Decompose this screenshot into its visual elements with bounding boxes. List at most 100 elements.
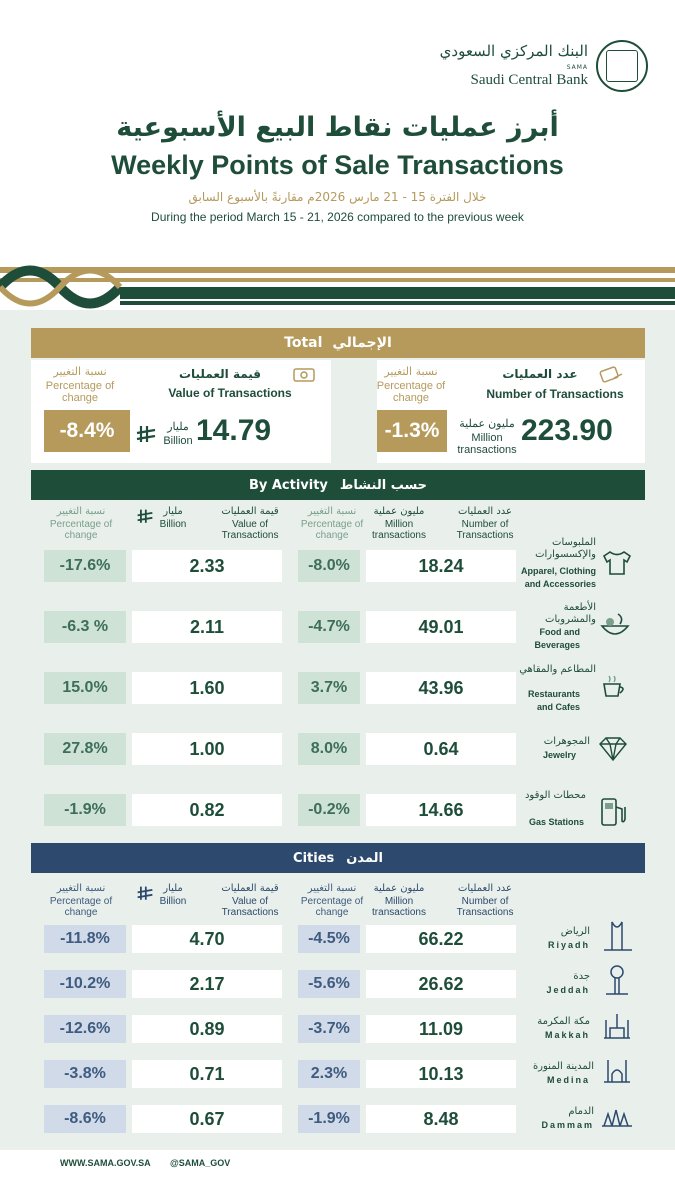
- activity-row-label-en: Food and Beverages: [534, 627, 580, 650]
- cities-col-billion-ar: مليار: [163, 883, 183, 894]
- activity-row-value: 1.60: [132, 672, 282, 704]
- footer-handle[interactable]: @SAMA_GOV: [170, 1158, 231, 1168]
- activity-col-pct2-en: Percentage of change: [300, 519, 364, 541]
- city-row-count: 11.09: [366, 1015, 516, 1043]
- dammam-icon: [602, 1109, 632, 1127]
- cities-col-value-ar: قيمة العمليات: [221, 883, 279, 894]
- activity-row-label-ar: المطاعم والمقاهي: [519, 664, 596, 675]
- card-swipe-icon: [599, 366, 623, 383]
- total-value-pct-label-en: Percentage of change: [45, 380, 115, 404]
- city-row-label-en: Makkah: [544, 1030, 590, 1040]
- city-row-label-ar: الدمام: [568, 1106, 594, 1117]
- city-row-count-pct: -4.5%: [298, 925, 360, 953]
- city-row-count: 66.22: [366, 925, 516, 953]
- logo-english-text: Saudi Central Bank: [470, 72, 588, 88]
- activity-col-value-ar: قيمة العمليات: [221, 506, 279, 517]
- activity-col-billion-en: Billion: [159, 519, 187, 530]
- activity-row-label-en: Restaurants and Cafes: [527, 689, 580, 712]
- cafe-icon: [603, 675, 624, 697]
- city-row-label-ar: الرياض: [560, 926, 590, 937]
- sama-seal-icon: [596, 40, 648, 92]
- cities-col-million-ar: مليون عملية: [373, 883, 425, 894]
- activity-row-count-pct: -4.7%: [298, 611, 360, 643]
- city-row-label-en: Medina: [546, 1075, 590, 1085]
- city-row-value-pct: -3.8%: [44, 1060, 126, 1088]
- total-count-amount: 223.90: [521, 414, 613, 447]
- city-row-value-pct: -10.2%: [44, 970, 126, 998]
- city-row-count-pct: -3.7%: [298, 1015, 360, 1043]
- city-row-value: 0.71: [132, 1060, 282, 1088]
- total-value-unit-ar: مليار: [167, 421, 189, 433]
- cities-heading-en: Cities: [293, 850, 335, 866]
- makkah-icon: [604, 1014, 630, 1039]
- activity-row-label-en: Jewelry: [542, 750, 576, 760]
- cities-col-pct-en: Percentage of change: [49, 896, 113, 918]
- total-value-label-en: Value of Transactions: [168, 386, 292, 400]
- city-row-count-pct: -1.9%: [298, 1105, 360, 1133]
- city-row-value: 2.17: [132, 970, 282, 998]
- cities-heading: Cities المدن: [31, 843, 645, 873]
- total-count-pct: -1.3%: [377, 410, 447, 452]
- city-row-label-ar: جدة: [573, 971, 590, 982]
- city-row-value: 0.67: [132, 1105, 282, 1133]
- city-row-label-ar: مكة المكرمة: [537, 1016, 590, 1027]
- city-row-value-pct: -12.6%: [44, 1015, 126, 1043]
- activity-col-pct2-ar: نسبة التغيير: [307, 506, 357, 517]
- riyal-icon: [137, 886, 153, 900]
- activity-col-count-ar: عدد العمليات: [457, 506, 513, 517]
- activity-row-label-ar: الملبوسات والإكسسوارات: [535, 537, 596, 560]
- activity-row-count: 14.66: [366, 794, 516, 826]
- activity-heading-ar: حسب النشاط: [339, 477, 428, 493]
- activity-row-value: 1.00: [132, 733, 282, 765]
- medina-icon: [604, 1060, 630, 1083]
- total-value-pct-label-ar: نسبة التغيير: [53, 365, 107, 378]
- activity-row-count-pct: -8.0%: [298, 550, 360, 582]
- activity-row-label-ar: محطات الوقود: [524, 790, 586, 801]
- activity-row-label-en: Gas Stations: [528, 817, 584, 827]
- activity-row-count: 0.64: [366, 733, 516, 765]
- cities-col-million-en: Million transactions: [372, 896, 426, 918]
- total-count-unit-ar: مليون عملية: [459, 418, 515, 430]
- city-row-count-pct: 2.3%: [298, 1060, 360, 1088]
- total-heading-en: Total: [284, 335, 323, 351]
- decorative-wave-icon: [0, 265, 675, 309]
- cities-col-pct2-en: Percentage of change: [300, 896, 364, 918]
- riyal-icon: [136, 426, 156, 442]
- period-english: During the period March 15 - 21, 2026 co…: [151, 210, 524, 224]
- activity-row-value-pct: 15.0%: [44, 672, 126, 704]
- riyal-icon: [137, 509, 153, 523]
- fuel-icon: [601, 798, 626, 826]
- activity-heading-en: By Activity: [248, 477, 328, 493]
- cities-heading-ar: المدن: [346, 850, 383, 866]
- activity-col-million-ar: مليون عملية: [373, 506, 425, 517]
- logo-arabic-text: البنك المركزي السعودي: [439, 42, 588, 60]
- diamond-icon: [599, 737, 627, 762]
- activity-row-value: 0.82: [132, 794, 282, 826]
- city-row-label-en: Jeddah: [546, 985, 590, 995]
- city-row-count-pct: -5.6%: [298, 970, 360, 998]
- total-count-pct-label-en: Percentage of change: [376, 380, 446, 404]
- food-icon: [600, 613, 630, 635]
- activity-col-value-en: Value of Transactions: [221, 519, 279, 541]
- total-count-unit-en: Million transactions: [457, 432, 517, 456]
- activity-row-label-ar: المجوهرات: [543, 736, 590, 747]
- activity-row-value: 2.33: [132, 550, 282, 582]
- riyadh-tower-icon: [604, 921, 632, 951]
- activity-row-label-en: Apparel, Clothing and Accessories: [521, 566, 596, 589]
- activity-row-value-pct: -17.6%: [44, 550, 126, 582]
- total-count-pct-label-ar: نسبة التغيير: [384, 365, 438, 378]
- activity-col-pct-en: Percentage of change: [49, 519, 113, 541]
- page-title: Weekly Points of Sale Transactions: [111, 150, 564, 180]
- city-row-count: 8.48: [366, 1105, 516, 1133]
- jeddah-tower-icon: [606, 965, 628, 995]
- activity-row-count: 43.96: [366, 672, 516, 704]
- city-row-label-en: Riyadh: [547, 940, 590, 950]
- footer-website[interactable]: WWW.SAMA.GOV.SA: [60, 1158, 151, 1168]
- city-row-label-ar: المدينة المنورة: [532, 1061, 594, 1072]
- activity-col-billion-ar: مليار: [163, 506, 183, 517]
- activity-col-million-en: Million transactions: [372, 519, 426, 541]
- activity-col-pct-ar: نسبة التغيير: [56, 506, 106, 517]
- total-value-pct: -8.4%: [44, 410, 130, 452]
- city-row-value: 0.89: [132, 1015, 282, 1043]
- activity-row-value-pct: 27.8%: [44, 733, 126, 765]
